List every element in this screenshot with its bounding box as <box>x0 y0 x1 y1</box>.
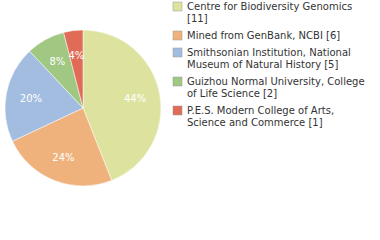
pie <box>5 30 161 186</box>
legend-label: Centre for Biodiversity Genomics[11] <box>187 1 352 24</box>
data-label: 24% <box>52 152 74 163</box>
legend-label: Mined from GenBank, NCBI [6] <box>187 30 340 41</box>
legend-swatch <box>173 31 182 40</box>
legend-label: Smithsonian Institution, NationalMuseum … <box>187 47 351 70</box>
chart: 44% 24% 20% 8%4% Centre for Biodiversity Gen… <box>0 0 380 240</box>
legend-swatch <box>173 77 182 86</box>
data-labels: 44% 24% 20% 8%4% <box>20 50 146 163</box>
data-label: 8% <box>50 56 66 67</box>
data-label: 4% <box>68 50 84 61</box>
pie-slice <box>64 30 83 108</box>
legend-swatch <box>173 2 182 11</box>
data-label: 44% <box>124 93 146 104</box>
legend-label: Guizhou Normal University, Collegeof Lif… <box>187 76 365 99</box>
legend: Centre for Biodiversity Genomics[11] Mine… <box>173 1 365 128</box>
legend-label: P.E.S. Modern College of Arts,Science an… <box>187 105 334 128</box>
legend-swatch <box>173 48 182 57</box>
legend-swatch <box>173 106 182 115</box>
data-label: 20% <box>20 93 42 104</box>
